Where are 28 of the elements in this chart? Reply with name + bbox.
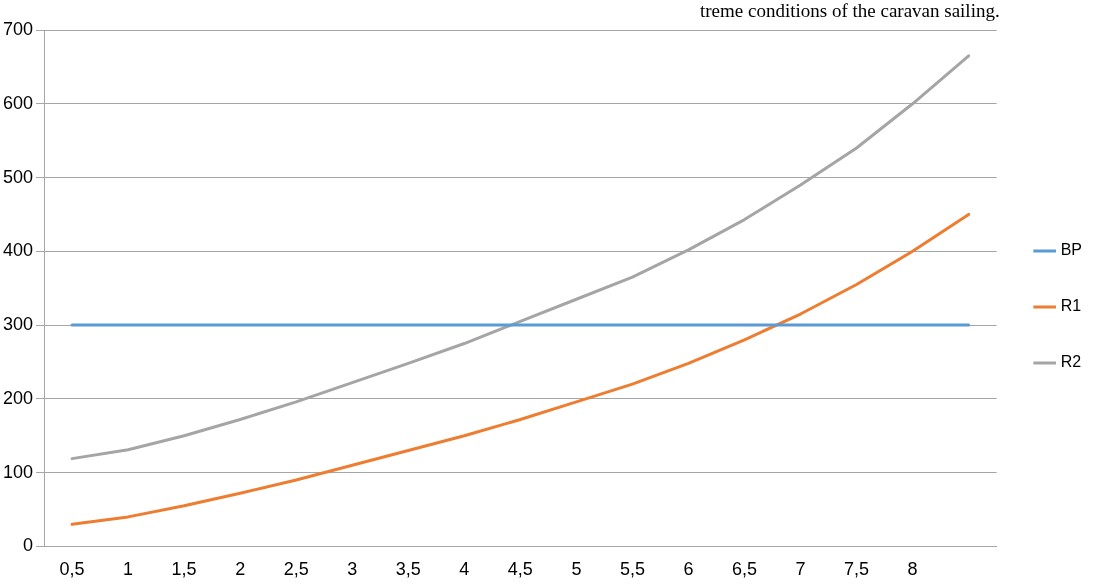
x-tick-label: 5,5 <box>619 559 645 580</box>
x-tick-label: 2,5 <box>283 559 309 580</box>
x-tick-label: 4 <box>459 559 470 580</box>
y-tick-label: 100 <box>2 461 34 482</box>
text: treme conditions of the caravan sailing. <box>700 0 1000 22</box>
x-tick-label: 6 <box>683 559 694 580</box>
x-tick-label: 3,5 <box>395 559 421 580</box>
y-tick-label: 400 <box>2 240 34 261</box>
x-tick-label: 0,5 <box>59 559 85 580</box>
x-tick-label: 2 <box>235 559 246 580</box>
legend-label: BP <box>1060 241 1082 259</box>
x-tick-label: 1,5 <box>171 559 197 580</box>
x-tick-label: 7 <box>795 559 806 580</box>
legend-label: R1 <box>1060 297 1082 315</box>
x-tick-label: 5 <box>571 559 582 580</box>
y-tick-label: 200 <box>2 387 34 408</box>
y-tick-label: 500 <box>2 166 34 187</box>
x-tick-label: 3 <box>347 559 358 580</box>
x-tick-label: 7,5 <box>844 559 870 580</box>
y-tick-label: 0 <box>23 535 34 556</box>
legend-label: R2 <box>1060 353 1082 371</box>
x-tick-label: 4,5 <box>507 559 533 580</box>
x-tick-label: 8 <box>907 559 918 580</box>
x-tick-label: 1 <box>123 559 134 580</box>
y-tick-label: 300 <box>2 314 34 335</box>
x-tick-label: 6,5 <box>731 559 758 580</box>
y-tick-label: 700 <box>2 18 34 39</box>
y-tick-label: 600 <box>2 92 34 113</box>
